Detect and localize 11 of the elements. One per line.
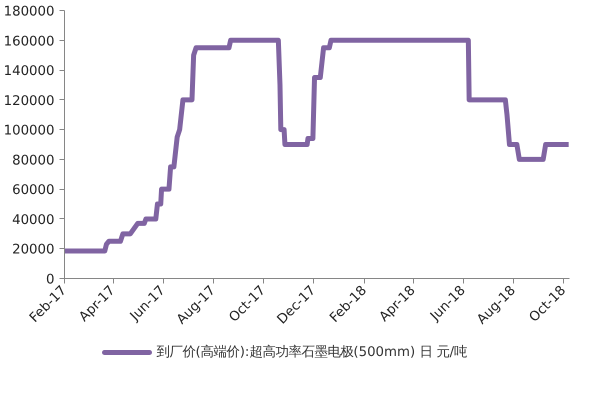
y-tick-label: 160000 [4,34,55,50]
y-tick-label: 140000 [4,64,55,80]
y-tick-label: 180000 [4,4,55,20]
y-tick-label: 20000 [12,242,55,258]
y-tick-label: 100000 [4,124,55,139]
legend-label: 到厂价(高端价):超高功率石墨电极(500mm) 日 元/吨 [156,344,468,360]
y-tick-label: 0 [46,272,55,288]
y-tick-label: 120000 [4,94,55,109]
y-tick-label: 40000 [12,212,55,228]
y-tick-label: 60000 [12,183,55,198]
y-tick-label: 80000 [12,153,55,168]
